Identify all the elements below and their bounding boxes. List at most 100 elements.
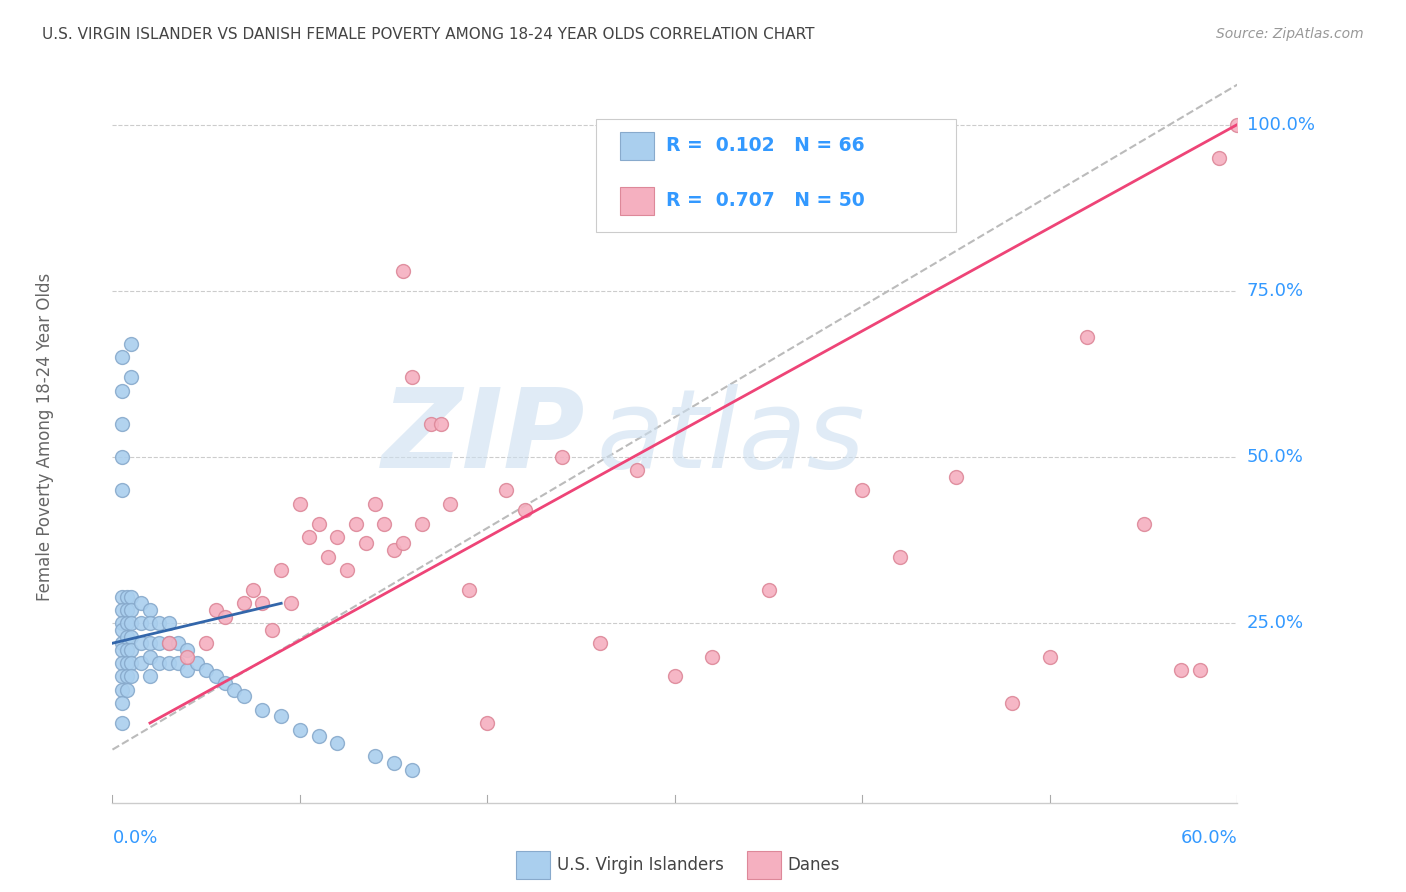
Text: Danes: Danes	[787, 856, 839, 874]
Point	[148, 616, 170, 631]
Point	[288, 497, 311, 511]
Point	[117, 643, 139, 657]
Point	[382, 543, 405, 558]
Point	[392, 264, 415, 278]
Point	[308, 516, 330, 531]
Point	[204, 603, 226, 617]
Point	[117, 682, 139, 697]
Point	[242, 582, 264, 597]
Point	[1039, 649, 1062, 664]
Point	[260, 623, 283, 637]
Text: 75.0%: 75.0%	[1247, 282, 1303, 300]
Point	[111, 623, 134, 637]
Point	[111, 643, 134, 657]
Point	[232, 690, 254, 704]
Point	[117, 603, 139, 617]
Point	[420, 417, 443, 431]
Point	[401, 370, 423, 384]
Point	[298, 530, 321, 544]
Point	[129, 616, 152, 631]
Point	[120, 643, 142, 657]
Text: U.S. Virgin Islanders: U.S. Virgin Islanders	[557, 856, 724, 874]
Point	[364, 497, 387, 511]
Point	[232, 596, 254, 610]
Point	[111, 636, 134, 650]
Point	[117, 616, 139, 631]
Point	[224, 682, 246, 697]
Point	[204, 669, 226, 683]
Text: atlas: atlas	[596, 384, 865, 491]
Point	[889, 549, 911, 564]
Point	[411, 516, 433, 531]
Point	[129, 636, 152, 650]
Point	[139, 616, 162, 631]
Point	[1170, 663, 1192, 677]
Point	[354, 536, 377, 550]
Point	[195, 636, 218, 650]
Text: 60.0%: 60.0%	[1181, 830, 1237, 847]
Point	[111, 682, 134, 697]
Point	[851, 483, 873, 498]
Point	[758, 582, 780, 597]
Point	[270, 563, 292, 577]
Text: 50.0%: 50.0%	[1247, 448, 1303, 466]
Point	[111, 450, 134, 464]
Point	[702, 649, 724, 664]
Point	[439, 497, 461, 511]
Point	[288, 723, 311, 737]
Point	[1001, 696, 1024, 710]
Point	[139, 603, 162, 617]
Point	[326, 736, 349, 750]
Point	[551, 450, 574, 464]
Point	[111, 590, 134, 604]
FancyBboxPatch shape	[620, 132, 654, 160]
Text: U.S. VIRGIN ISLANDER VS DANISH FEMALE POVERTY AMONG 18-24 YEAR OLDS CORRELATION : U.S. VIRGIN ISLANDER VS DANISH FEMALE PO…	[42, 27, 814, 42]
Point	[392, 536, 415, 550]
Point	[120, 616, 142, 631]
Point	[176, 643, 198, 657]
Point	[157, 636, 180, 650]
FancyBboxPatch shape	[516, 851, 550, 879]
Point	[316, 549, 339, 564]
Point	[148, 656, 170, 670]
Point	[157, 656, 180, 670]
Point	[111, 669, 134, 683]
Point	[457, 582, 479, 597]
Point	[270, 709, 292, 723]
FancyBboxPatch shape	[596, 119, 956, 232]
Point	[111, 417, 134, 431]
Point	[111, 656, 134, 670]
Text: 100.0%: 100.0%	[1247, 116, 1315, 134]
Point	[429, 417, 451, 431]
Point	[382, 756, 405, 770]
Point	[111, 716, 134, 731]
Text: R =  0.707   N = 50: R = 0.707 N = 50	[666, 191, 865, 211]
Point	[148, 636, 170, 650]
Point	[626, 463, 648, 477]
Point	[252, 703, 274, 717]
Point	[157, 616, 180, 631]
Point	[1208, 151, 1230, 165]
FancyBboxPatch shape	[620, 186, 654, 215]
Point	[111, 696, 134, 710]
Point	[167, 636, 190, 650]
Point	[589, 636, 612, 650]
Point	[495, 483, 517, 498]
Point	[129, 596, 152, 610]
Point	[167, 656, 190, 670]
Point	[117, 656, 139, 670]
Point	[120, 603, 142, 617]
Point	[1132, 516, 1154, 531]
Point	[186, 656, 208, 670]
Text: 0.0%: 0.0%	[112, 830, 157, 847]
Point	[139, 649, 162, 664]
Point	[664, 669, 686, 683]
Point	[364, 749, 387, 764]
Point	[1226, 118, 1249, 132]
Point	[1188, 663, 1211, 677]
Text: Source: ZipAtlas.com: Source: ZipAtlas.com	[1216, 27, 1364, 41]
Point	[117, 669, 139, 683]
Point	[280, 596, 302, 610]
Point	[214, 676, 236, 690]
Point	[139, 669, 162, 683]
